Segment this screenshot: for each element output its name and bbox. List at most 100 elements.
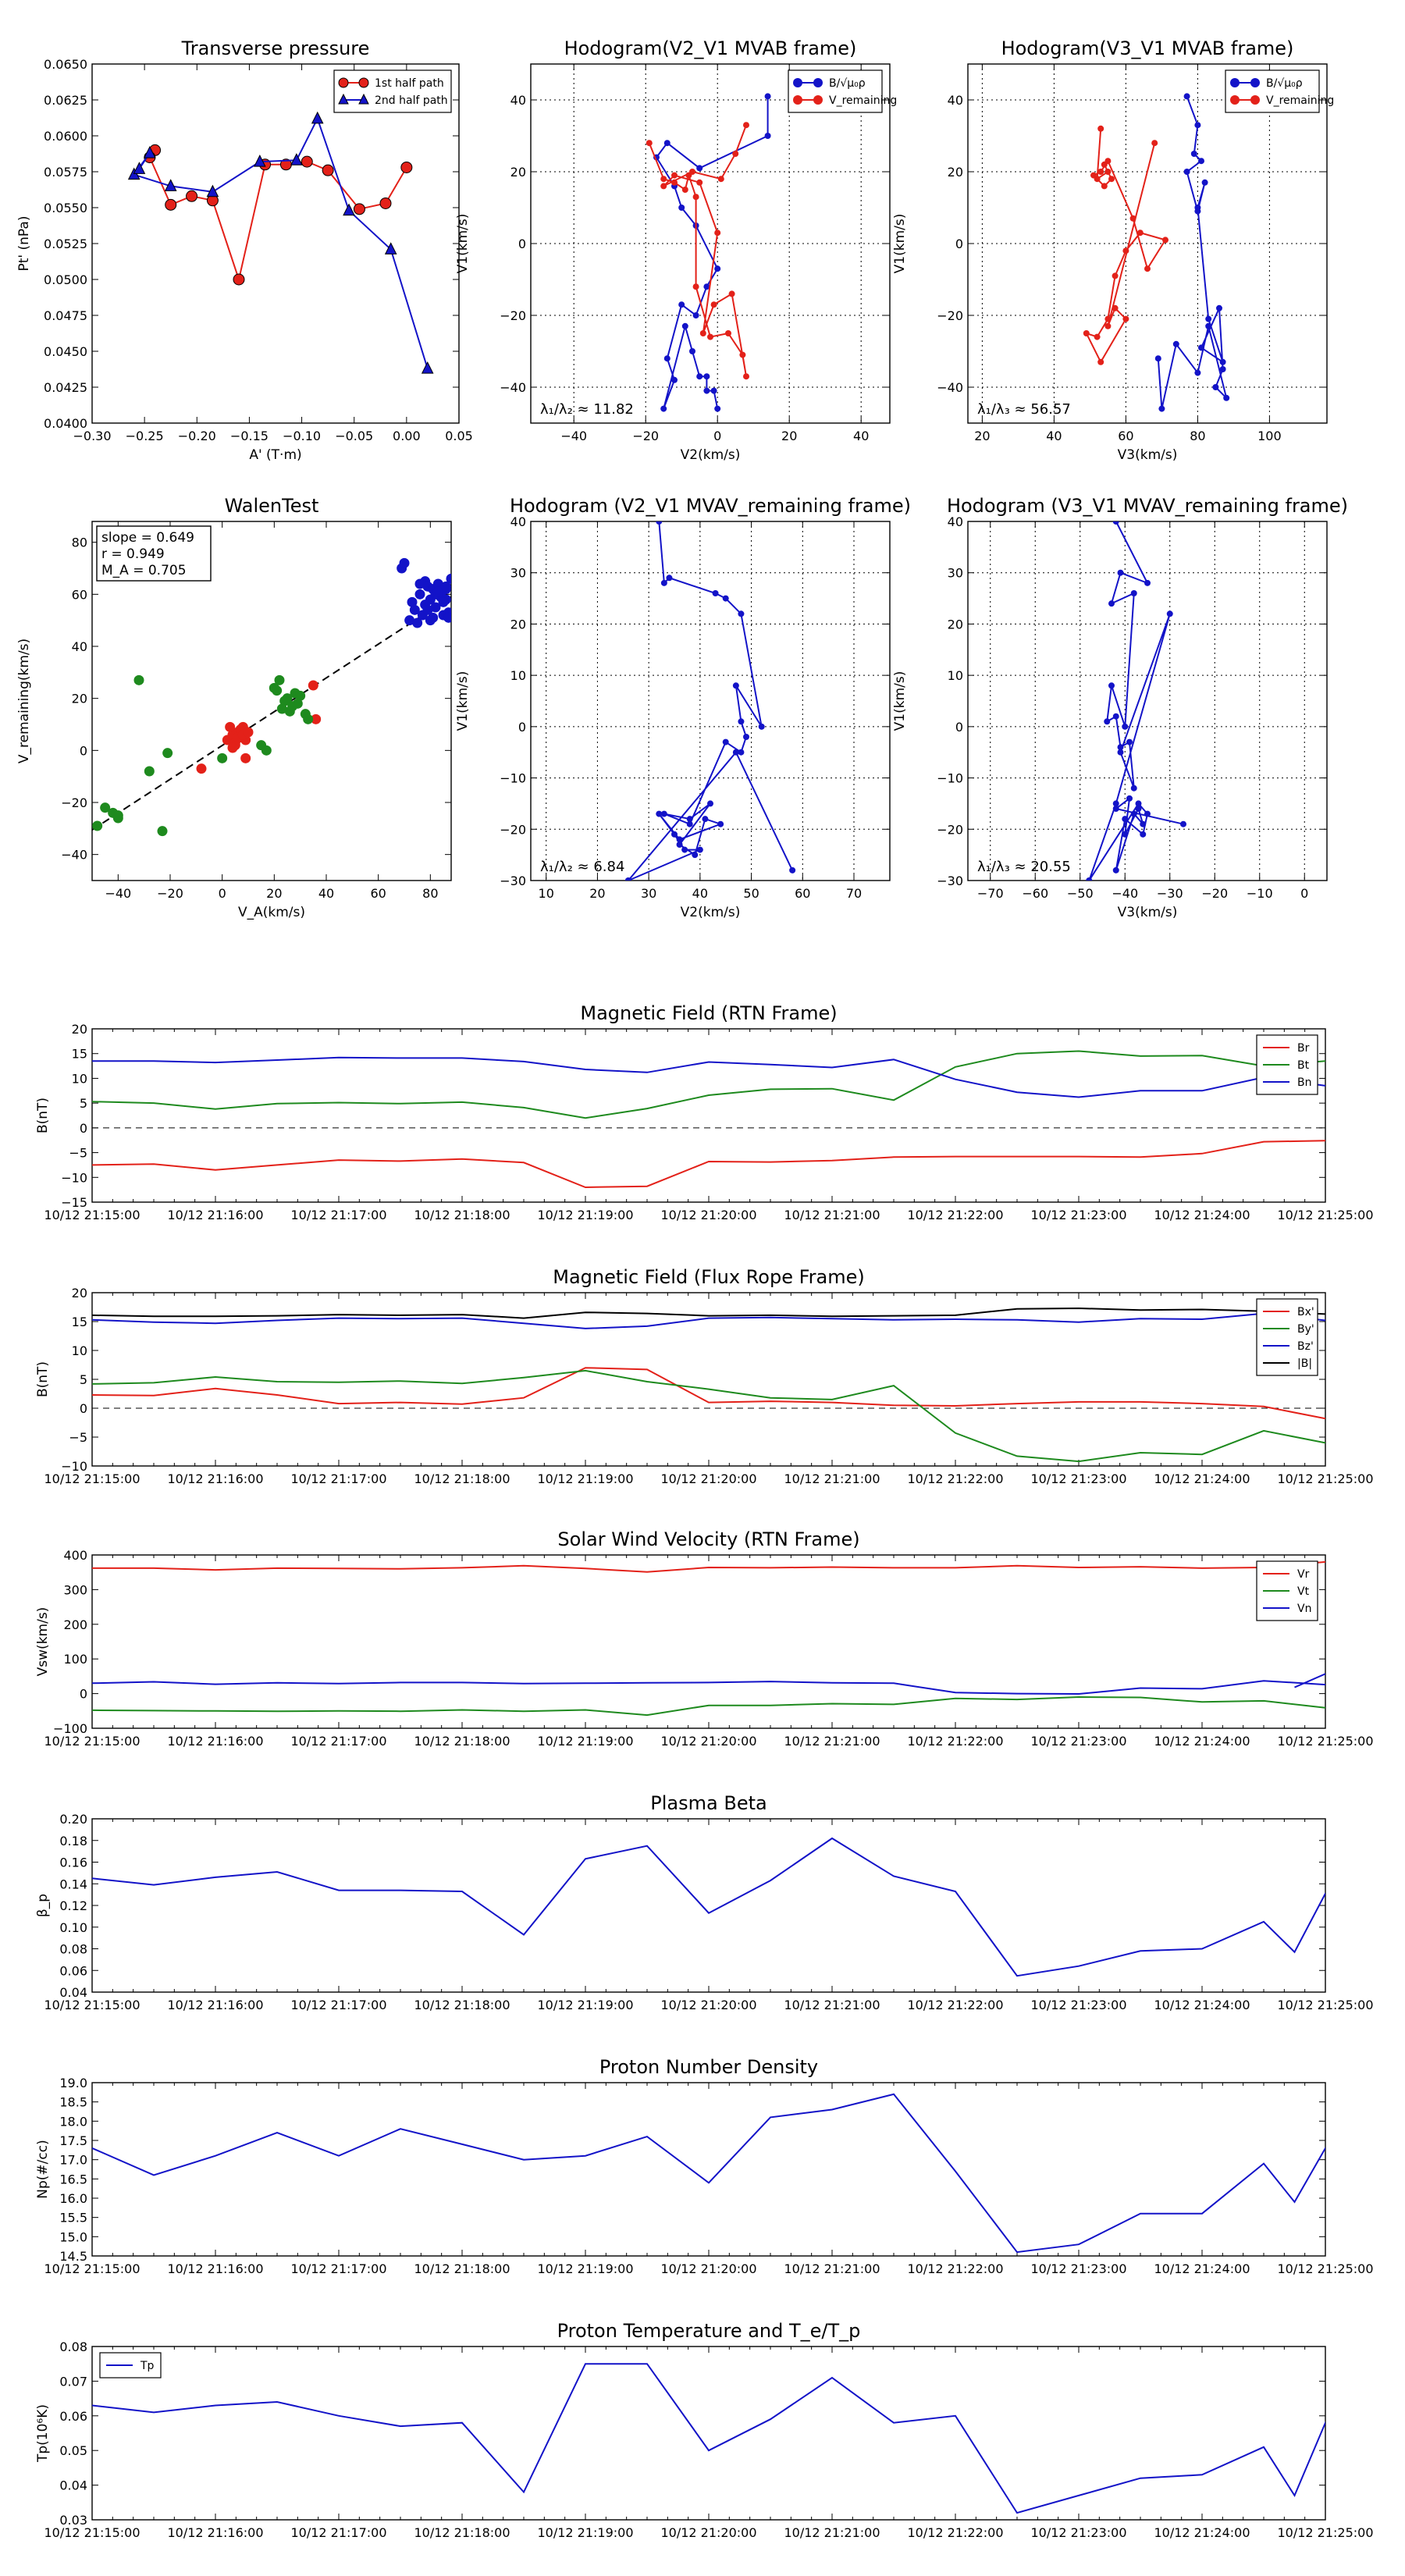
data-point: [301, 155, 313, 168]
y-tick-label: 0.0525: [44, 237, 87, 251]
data-point: [1112, 806, 1119, 812]
y-tick-label: 0: [518, 237, 526, 251]
data-point-red: [311, 713, 322, 724]
data-point: [712, 590, 719, 596]
x-tick-label: 100: [1257, 429, 1282, 443]
plot-frame: [91, 1028, 1326, 1203]
legend-label: Vr: [1297, 1568, 1310, 1581]
y-tick-label: 0.05: [59, 2443, 87, 2458]
x-tick-label: 40: [1046, 429, 1062, 443]
data-point: [1104, 169, 1112, 175]
data-point-green: [100, 802, 111, 813]
y-tick-label: 15.5: [59, 2211, 87, 2226]
data-point: [1135, 800, 1142, 807]
stats-box: [96, 525, 212, 582]
x-tick-label: 10/12 21:23:00: [1030, 1208, 1126, 1222]
x-tick-label: 10/12 21:21:00: [784, 1471, 880, 1486]
annotation-label: λ₁/λ₂ ≈ 11.82: [540, 401, 634, 418]
data-point-green: [133, 674, 144, 685]
data-point: [1158, 405, 1165, 412]
data-point-green: [144, 766, 155, 777]
data-point: [1219, 366, 1226, 372]
data-point: [671, 376, 678, 383]
legend-box: [1225, 69, 1320, 113]
data-point: [686, 816, 693, 823]
x-tick-label: 10/12 21:15:00: [44, 1471, 140, 1486]
plot-frame: [91, 521, 452, 881]
y-tick-label: 0.04: [59, 1985, 87, 2000]
x-tick-label: 10/12 21:20:00: [660, 1734, 756, 1749]
x-tick-label: −0.10: [283, 429, 321, 443]
x-tick-label: 60: [1118, 429, 1133, 443]
legend-label: B/√μ₀ρ: [1266, 77, 1303, 90]
data-point: [1112, 800, 1119, 807]
data-point-blue: [443, 612, 451, 623]
x-tick-label: 10/12 21:17:00: [290, 1208, 386, 1222]
y-tick-label: −30: [500, 873, 526, 888]
x-tick-label: 10/12 21:19:00: [537, 2525, 633, 2540]
legend-label: 2nd half path: [375, 94, 448, 107]
data-point: [743, 373, 749, 380]
y-axis-label: V1(km/s): [455, 214, 471, 274]
y-axis-label: Pt' (nPa): [16, 216, 32, 272]
y-tick-label: −10: [61, 1170, 87, 1185]
data-point: [1194, 369, 1201, 376]
y-tick-label: 16.0: [59, 2191, 87, 2206]
data-point: [1194, 205, 1201, 211]
plot-frame: [967, 521, 1328, 881]
chart-title: Hodogram (V2_V1 MVAV_remaining frame): [510, 495, 911, 517]
x-tick-label: 10/12 21:17:00: [290, 2525, 386, 2540]
plot-frame: [91, 2082, 1326, 2257]
data-point: [646, 140, 653, 147]
legend-label: Tp: [140, 2360, 155, 2372]
data-point: [689, 169, 695, 175]
y-tick-label: 20: [72, 692, 87, 706]
data-point: [1112, 713, 1119, 720]
series-line-|B|: [92, 1307, 1325, 1319]
y-tick-label: 40: [948, 514, 963, 529]
plot-frame: [91, 1292, 1326, 1467]
data-point: [322, 164, 334, 176]
data-point: [1129, 215, 1136, 222]
data-point-green: [157, 826, 168, 837]
data-point: [681, 187, 688, 193]
data-point: [1094, 333, 1101, 340]
x-tick-label: 10/12 21:23:00: [1030, 1471, 1126, 1486]
y-tick-label: 14.5: [59, 2249, 87, 2264]
y-tick-label: −30: [937, 873, 963, 888]
data-point-blue: [409, 604, 420, 615]
data-point-green: [217, 753, 228, 763]
data-point-green: [303, 713, 314, 724]
x-tick-label: 10/12 21:21:00: [784, 1734, 880, 1749]
y-tick-label: 10: [510, 668, 526, 683]
x-axis-label: V2(km/s): [681, 905, 741, 920]
data-point: [343, 203, 355, 216]
x-tick-label: 10/12 21:18:00: [414, 2525, 510, 2540]
data-point-blue: [399, 557, 410, 568]
data-point-red: [196, 763, 207, 774]
data-point-blue: [438, 596, 449, 607]
data-point: [1130, 590, 1137, 596]
data-point: [144, 145, 156, 158]
y-tick-label: 40: [510, 93, 526, 108]
data-point: [1112, 521, 1119, 525]
y-tick-label: 0: [80, 743, 87, 758]
x-tick-label: 10/12 21:20:00: [660, 2525, 756, 2540]
x-tick-label: 10/12 21:23:00: [1030, 2261, 1126, 2276]
data-point: [663, 140, 670, 147]
data-point: [678, 301, 685, 308]
data-point: [732, 151, 739, 157]
data-point: [1104, 718, 1111, 725]
data-point: [1166, 610, 1173, 617]
data-point: [186, 190, 198, 202]
x-tick-label: 40: [692, 886, 708, 901]
x-tick-label: 10/12 21:17:00: [290, 1734, 386, 1749]
x-tick-label: 80: [1190, 429, 1205, 443]
series-line-Tp: [92, 2363, 1325, 2514]
x-axis-label: V_A(km/s): [238, 905, 305, 920]
y-tick-label: 40: [510, 514, 526, 529]
series-line-2nd-half-path: [133, 116, 429, 369]
y-tick-label: −10: [61, 1459, 87, 1474]
data-point: [1122, 315, 1129, 322]
data-point: [725, 330, 731, 336]
